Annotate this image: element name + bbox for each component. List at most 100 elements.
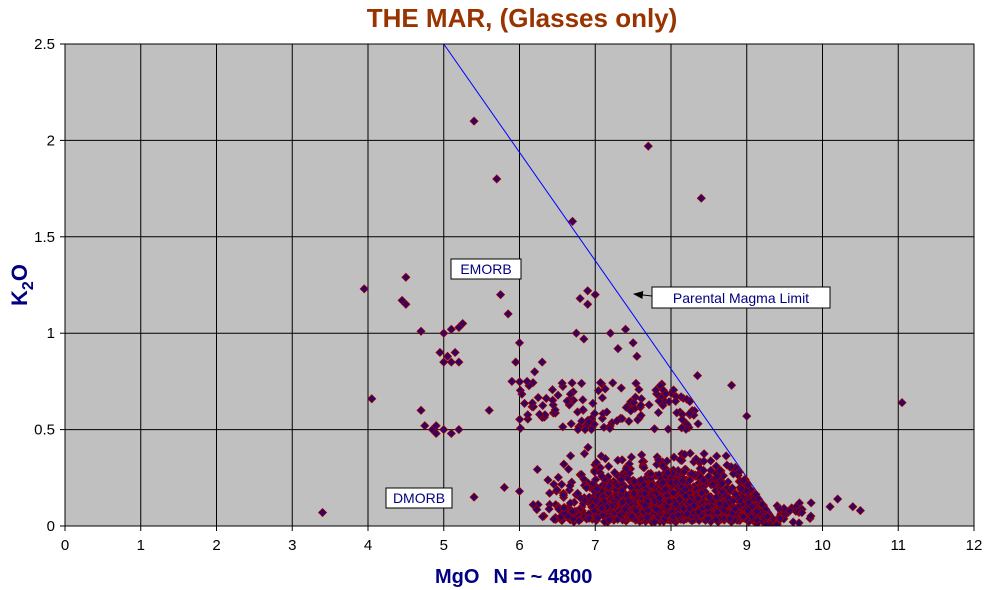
y-tick-label: 2 <box>47 132 55 149</box>
data-point <box>626 452 636 462</box>
data-point <box>728 469 738 479</box>
data-point <box>743 505 753 515</box>
x-tick-label: 1 <box>137 537 145 554</box>
data-point <box>514 486 525 496</box>
data-point <box>573 425 583 435</box>
data-point <box>590 467 600 477</box>
data-point <box>515 423 526 433</box>
data-point <box>725 514 735 524</box>
data-point <box>797 508 807 518</box>
data-point <box>558 422 568 432</box>
data-point <box>855 506 865 516</box>
data-point <box>663 424 673 434</box>
chart-title: THE MAR, (Glasses only) <box>367 3 678 33</box>
data-point <box>664 397 674 407</box>
data-point <box>563 464 574 474</box>
data-point <box>458 318 468 329</box>
data-point <box>584 513 594 523</box>
data-point <box>553 472 563 482</box>
data-point <box>590 290 600 300</box>
data-point <box>738 512 748 522</box>
data-point <box>549 479 559 489</box>
data-point <box>730 489 741 499</box>
data-point <box>723 477 733 487</box>
data-point <box>588 479 598 489</box>
data-point <box>630 477 640 487</box>
x-tick-label: 10 <box>814 537 831 554</box>
data-point <box>446 357 456 367</box>
data-point <box>469 116 479 126</box>
annotation-parental-box <box>651 286 831 309</box>
data-point <box>600 454 610 464</box>
data-point <box>680 449 690 459</box>
x-tick-label: 9 <box>743 537 751 554</box>
data-point <box>721 451 731 461</box>
data-point <box>646 469 656 479</box>
data-point <box>565 481 575 491</box>
data-point <box>503 309 513 319</box>
data-point <box>686 468 697 478</box>
data-point <box>713 471 723 481</box>
data-point <box>559 459 569 469</box>
data-point <box>736 484 746 494</box>
data-point <box>621 402 631 413</box>
data-point <box>613 344 623 354</box>
data-point <box>685 396 695 407</box>
data-point <box>586 424 597 434</box>
data-point <box>699 475 709 485</box>
annotation-emorb-label: EMORB <box>460 261 511 277</box>
data-point <box>401 272 411 282</box>
data-point <box>605 423 615 434</box>
data-point <box>629 488 639 498</box>
data-point <box>484 405 494 415</box>
annotation-parental-label: Parental Magma Limit <box>673 290 809 306</box>
data-point <box>565 389 576 399</box>
data-point <box>703 502 713 512</box>
data-point <box>653 455 664 465</box>
data-point <box>559 503 569 513</box>
data-point <box>788 517 798 526</box>
data-point <box>543 475 553 485</box>
data-point <box>671 500 681 510</box>
data-point <box>653 408 664 418</box>
data-point <box>454 357 464 367</box>
data-point <box>624 416 634 426</box>
x-tick-label: 12 <box>966 537 983 554</box>
data-point <box>785 506 795 516</box>
data-point <box>680 491 691 501</box>
y-tick-label: 2.5 <box>34 36 55 53</box>
data-point <box>595 378 605 388</box>
x-tick-label: 3 <box>288 537 296 554</box>
data-point <box>442 351 453 361</box>
data-point <box>495 290 506 300</box>
scatter-points <box>317 116 907 526</box>
data-point <box>669 385 679 395</box>
data-point <box>559 508 569 518</box>
data-point <box>772 520 782 526</box>
data-point <box>616 383 626 393</box>
data-point <box>637 450 647 460</box>
x-tick-label: 2 <box>212 537 220 554</box>
annotation-arrow <box>633 291 653 299</box>
data-point <box>527 398 538 408</box>
annotation-dmorb-label: DMORB <box>393 490 445 506</box>
data-point <box>631 378 641 388</box>
data-point <box>703 514 713 524</box>
data-point <box>492 174 502 184</box>
data-point <box>567 216 578 226</box>
data-point <box>604 515 614 525</box>
data-point <box>566 419 576 429</box>
data-point <box>604 461 614 471</box>
data-point <box>636 400 646 410</box>
data-point <box>608 378 618 388</box>
data-point <box>583 442 593 452</box>
data-point <box>579 449 589 459</box>
data-point <box>592 484 602 494</box>
data-point <box>636 475 646 485</box>
data-point <box>752 506 762 516</box>
data-point <box>469 492 479 502</box>
data-point <box>685 475 695 485</box>
data-point <box>629 398 639 408</box>
data-point <box>416 405 426 415</box>
annotation-parental-magma-limit: Parental Magma Limit <box>633 286 831 309</box>
